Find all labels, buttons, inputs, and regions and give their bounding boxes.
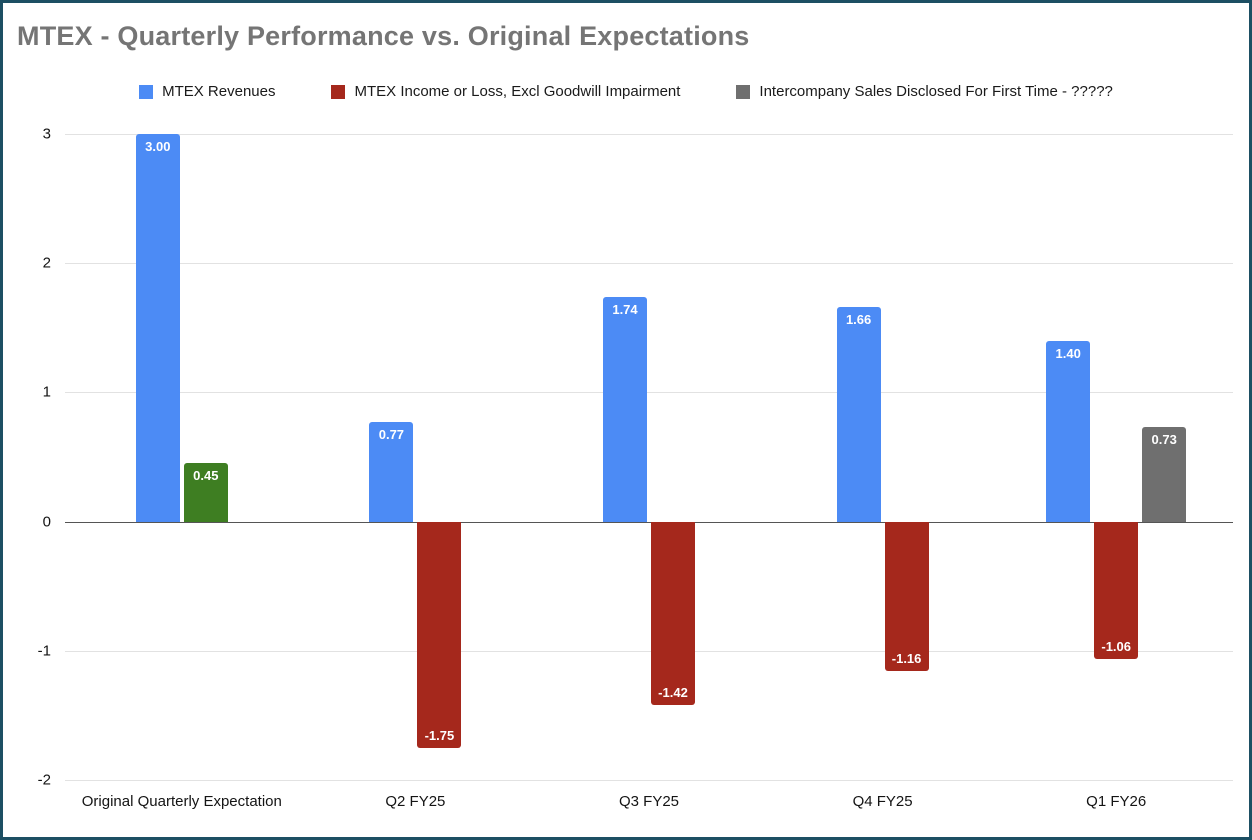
bar: 3.00 bbox=[135, 134, 180, 522]
x-axis-labels: Original Quarterly Expectation Q2 FY25 Q3 … bbox=[65, 793, 1233, 817]
legend-label: Intercompany Sales Disclosed For First T… bbox=[759, 83, 1113, 100]
bar-value-label: 1.66 bbox=[845, 312, 872, 328]
y-tick-label: 0 bbox=[42, 513, 51, 531]
y-axis-labels: 3 2 1 0 -1 -2 bbox=[3, 126, 51, 789]
bar-value-label: -1.16 bbox=[891, 651, 922, 667]
x-category-label: Q4 FY25 bbox=[852, 793, 913, 810]
zero-axis-line bbox=[65, 521, 1233, 523]
plot-area: 3.00 0.45 0.77 -1.75 1.74 -1.42 1.66 -1.16 1.40 -… bbox=[65, 134, 1233, 781]
legend-item: MTEX Income or Loss, Excl Goodwill Impai… bbox=[331, 83, 680, 100]
gridline bbox=[65, 263, 1233, 265]
chart-title: MTEX - Quarterly Performance vs. Origina… bbox=[17, 21, 750, 51]
bar: -1.75 bbox=[417, 521, 462, 748]
bar: 0.73 bbox=[1142, 427, 1187, 522]
y-tick-label: -1 bbox=[37, 642, 51, 660]
bar: -1.42 bbox=[651, 521, 695, 706]
y-tick-label: -2 bbox=[37, 771, 51, 789]
bar-value-label: 0.45 bbox=[193, 468, 219, 484]
bar-value-label: -1.42 bbox=[658, 685, 688, 701]
x-category-label: Q2 FY25 bbox=[385, 793, 446, 810]
x-category-label: Q3 FY25 bbox=[618, 793, 680, 810]
y-tick-label: 1 bbox=[42, 383, 51, 401]
gridline bbox=[65, 392, 1233, 394]
y-tick-label: 2 bbox=[42, 254, 51, 272]
legend-swatch-icon bbox=[736, 84, 751, 99]
bar: -1.16 bbox=[884, 521, 929, 672]
bar-value-label: 1.40 bbox=[1055, 345, 1081, 361]
gridline bbox=[65, 134, 1233, 135]
bar-value-label: 0.73 bbox=[1151, 432, 1177, 448]
gridline bbox=[65, 780, 1233, 781]
legend-item: Intercompany Sales Disclosed For First T… bbox=[736, 83, 1113, 100]
bar-value-label: 0.77 bbox=[378, 427, 405, 443]
bar-value-label: 1.74 bbox=[612, 301, 638, 317]
bar: 0.45 bbox=[183, 463, 228, 522]
legend-item: MTEX Revenues bbox=[139, 83, 275, 100]
x-category-label: Original Quarterly Expectation bbox=[81, 793, 282, 810]
bar: 1.40 bbox=[1046, 340, 1091, 522]
bar: 0.77 bbox=[369, 422, 414, 522]
bar: -1.06 bbox=[1094, 521, 1139, 659]
legend-swatch-icon bbox=[331, 84, 346, 99]
y-tick-label: 3 bbox=[42, 125, 51, 143]
legend-label: MTEX Revenues bbox=[162, 83, 276, 100]
legend-swatch-icon bbox=[139, 84, 154, 99]
gridline bbox=[65, 650, 1233, 652]
bar: 1.74 bbox=[603, 296, 647, 522]
bar-value-label: -1.06 bbox=[1101, 638, 1131, 654]
bar-value-label: -1.75 bbox=[424, 727, 455, 743]
x-category-label: Q1 FY26 bbox=[1086, 793, 1147, 810]
bar-value-label: 3.00 bbox=[145, 139, 171, 154]
legend-label: MTEX Income or Loss, Excl Goodwill Impai… bbox=[354, 83, 681, 100]
bar: 1.66 bbox=[836, 307, 881, 522]
chart-legend: MTEX Revenues MTEX Income or Loss, Excl G… bbox=[23, 83, 1229, 100]
